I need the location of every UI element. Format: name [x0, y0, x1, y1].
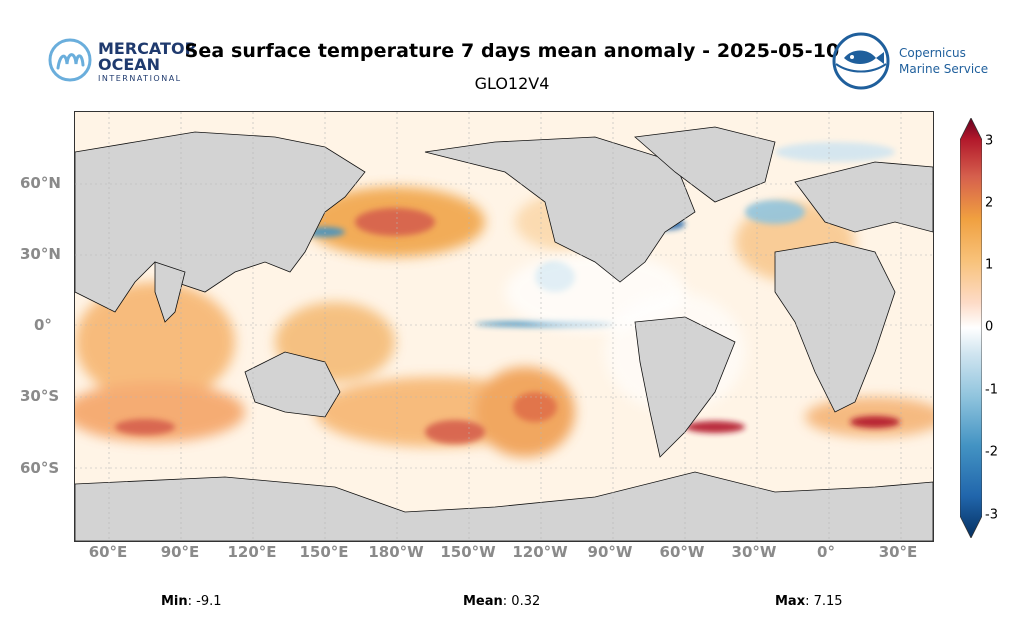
mercator-logo-line1: MERCATOR — [98, 39, 197, 58]
mercator-logo-icon — [48, 38, 92, 82]
x-tick-180w: 180°W — [368, 543, 424, 561]
x-tick-90w: 90°W — [587, 543, 633, 561]
colorbar-tick-neg2: -2 — [985, 444, 998, 460]
colorbar-tick-0: 0 — [985, 319, 994, 335]
y-tick-60n: 60°N — [20, 174, 61, 192]
land-masses — [75, 126, 933, 541]
page-title: Sea surface temperature 7 days mean anom… — [184, 40, 840, 62]
x-tick-30e: 30°E — [878, 543, 918, 561]
x-tick-150w: 150°W — [440, 543, 496, 561]
stat-max: Max: 7.15 — [775, 594, 843, 609]
stat-mean-label: Mean — [463, 594, 503, 609]
stat-min-label: Min — [161, 594, 188, 609]
stat-max-value: : 7.15 — [805, 594, 843, 609]
colorbar-tick-3: 3 — [985, 133, 994, 149]
fish-globe-icon — [832, 32, 890, 90]
x-tick-60e: 60°E — [88, 543, 128, 561]
colorbar-tick-neg3: -3 — [985, 507, 998, 523]
copernicus-logo-line1: Copernicus — [899, 46, 966, 60]
x-tick-0: 0° — [817, 543, 835, 561]
colorbar-tick-1: 1 — [985, 257, 994, 273]
y-tick-0: 0° — [34, 316, 52, 334]
x-tick-30w: 30°W — [731, 543, 777, 561]
anomaly-map — [75, 112, 933, 541]
y-tick-30s: 30°S — [20, 387, 60, 405]
mercator-logo-line2: OCEAN — [98, 55, 161, 74]
x-tick-120w: 120°W — [512, 543, 568, 561]
y-tick-60s: 60°S — [20, 459, 60, 477]
map-frame — [74, 111, 934, 542]
x-tick-90e: 90°E — [160, 543, 200, 561]
graticule — [75, 112, 933, 541]
stat-min: Min: -9.1 — [161, 594, 222, 609]
stat-max-label: Max — [775, 594, 806, 609]
x-tick-120e: 120°E — [227, 543, 277, 561]
stat-min-value: : -9.1 — [187, 594, 222, 609]
colorbar — [960, 118, 982, 538]
copernicus-logo: Copernicus Marine Service — [830, 30, 990, 90]
stat-mean: Mean: 0.32 — [463, 594, 540, 609]
colorbar-tick-2: 2 — [985, 195, 994, 211]
colorbar-tick-neg1: -1 — [985, 382, 998, 398]
mercator-ocean-logo: MERCATOR OCEAN INTERNATIONAL — [48, 38, 198, 86]
x-tick-60w: 60°W — [659, 543, 705, 561]
x-tick-150e: 150°E — [299, 543, 349, 561]
page-subtitle: GLO12V4 — [474, 74, 550, 93]
mercator-logo-line3: INTERNATIONAL — [98, 74, 182, 83]
stat-mean-value: : 0.32 — [502, 594, 541, 609]
copernicus-logo-line2: Marine Service — [899, 62, 989, 76]
y-tick-30n: 30°N — [20, 245, 61, 263]
